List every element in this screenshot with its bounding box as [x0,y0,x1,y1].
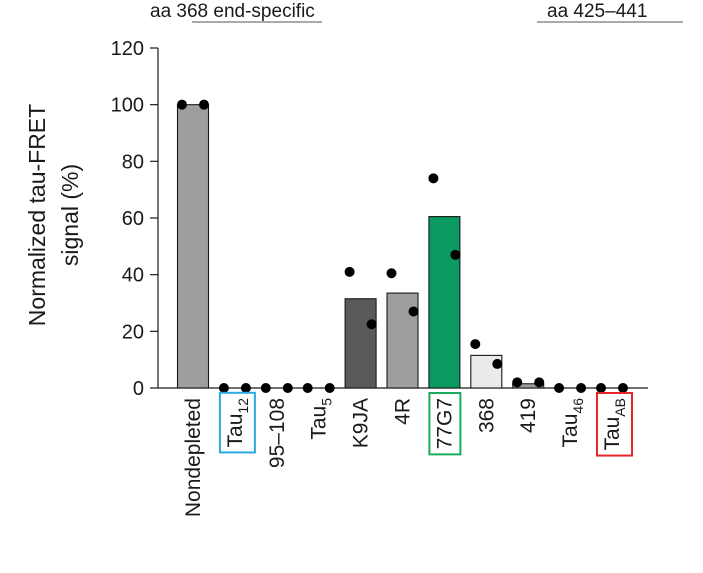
data-point-4-1 [366,319,377,330]
top-annotation-1-prefix: aa [150,1,176,22]
data-point-6-1 [450,249,461,260]
category-highlight-box-1 [218,391,256,454]
data-point-8-0 [512,377,523,388]
bar-4 [344,298,377,389]
category-label-text-0: Nondepleted [182,398,205,517]
data-point-10-0 [596,383,606,393]
data-point-3-1 [324,383,335,393]
data-point-9-0 [554,383,565,393]
category-label-sub-9: 46 [570,398,586,414]
category-label-sub-1: 12 [235,398,251,414]
svg-text:aa 368 end-specific: aa 368 end-specific [150,1,315,22]
category-label-text-4: K9JA [350,398,373,448]
category-label-7: 368 [475,398,498,433]
top-annotation-2-text: 425–441 [573,1,647,22]
y-axis-label: Normalized tau-FRET [24,104,50,326]
top-annotation-2-prefix: aa [547,1,573,22]
data-point-0-1 [199,99,209,110]
category-label-group-7: 368 [475,398,498,433]
category-label-0: Nondepleted [182,398,205,517]
top-annotation-1: aa 368 end-specific [150,1,322,23]
data-point-0-0 [177,99,187,110]
category-label-3: Tau5 [308,398,335,440]
bar-6 [428,216,461,389]
y-tick-label-3: 60 [122,208,144,230]
data-point-9-1 [576,383,587,393]
category-label-sub-3: 5 [319,398,335,406]
category-label-9: Tau46 [559,398,586,448]
data-point-10-1 [618,383,628,393]
category-label-text-8: 419 [517,398,540,433]
y-tick-label-6: 120 [111,38,144,60]
y-tick-label-1: 20 [122,321,144,343]
data-point-1-0 [218,383,229,393]
category-label-6: 77G7 [433,398,456,449]
category-label-10: TauAB [601,398,628,451]
category-label-group-8: 419 [517,398,540,433]
data-points [177,99,628,393]
category-label-text-2: 95–108 [266,398,289,468]
data-point-6-0 [428,173,439,184]
category-label-group-1: Tau12 [218,391,256,454]
category-label-sub-10: AB [612,398,628,417]
category-label-group-6: 77G7 [428,392,462,456]
data-point-2-0 [260,383,271,393]
category-label-text-3: Tau [308,406,331,440]
data-point-7-0 [470,339,481,350]
data-point-5-1 [408,306,419,317]
category-highlight-box-6 [428,392,462,456]
category-label-group-4: K9JA [350,398,373,448]
y-axis-label-line2: signal (%) [57,164,83,266]
y-tick-label-0: 0 [133,378,144,400]
data-point-1-1 [240,383,251,393]
category-labels: Nondepleted Tau12 95–108 Tau5 K9JA 4R 77G7 368 4… [182,391,633,517]
category-label-5: 4R [392,398,415,425]
category-label-group-0: Nondepleted [182,398,205,517]
category-label-group-9: Tau46 [559,398,586,448]
data-point-3-0 [302,383,313,393]
category-label-text-7: 368 [475,398,498,433]
top-annotation-1-text: 368 end-specific [176,1,314,22]
category-label-group-5: 4R [392,398,415,425]
bar-0 [176,104,210,389]
category-label-4: K9JA [350,398,373,448]
bars [176,104,545,389]
category-label-text-9: Tau [559,414,582,448]
category-label-group-10: TauAB [596,392,633,457]
category-highlight-box-10 [596,392,633,457]
category-label-text-1: Tau [224,414,247,448]
category-label-text-6: 77G7 [433,398,456,449]
data-point-4-0 [344,266,355,277]
top-annotation-2: aa 425–441 [537,1,683,23]
category-label-group-3: Tau5 [308,398,335,440]
bar-7 [470,354,503,389]
bar-8 [512,383,545,389]
data-point-5-0 [386,268,397,279]
y-tick-label-5: 100 [111,95,144,117]
svg-text:aa 425–441: aa 425–441 [547,1,647,22]
data-point-7-1 [492,358,503,369]
axes: 0 20 40 60 80 100 120 [111,38,648,400]
category-label-8: 419 [517,398,540,433]
y-tick-label-2: 40 [122,265,144,287]
category-label-group-2: 95–108 [266,398,289,468]
category-label-2: 95–108 [266,398,289,468]
category-label-text-10: Tau [601,417,624,451]
data-point-2-1 [282,383,293,393]
data-point-8-1 [534,377,545,388]
y-tick-label-4: 80 [122,151,144,173]
category-label-1: Tau12 [224,398,251,448]
category-label-text-5: 4R [392,398,415,425]
